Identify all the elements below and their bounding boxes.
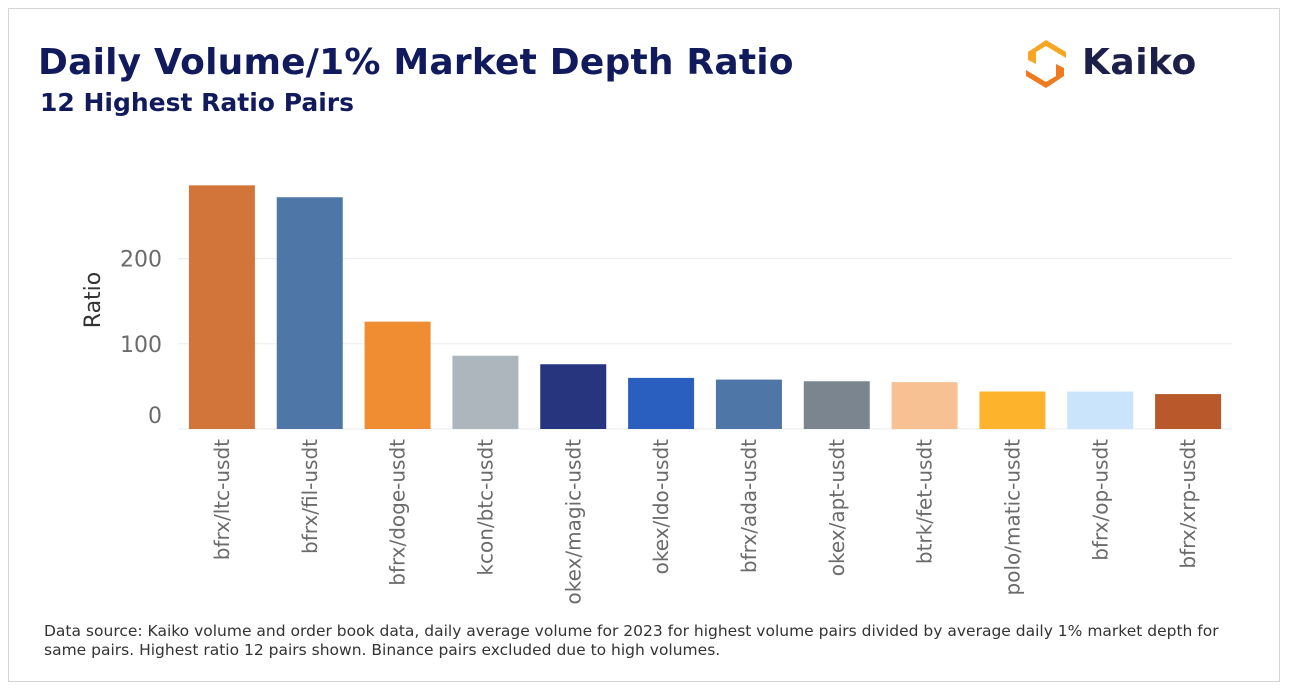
bar-bfrx-ltc-usdt — [188, 185, 255, 429]
bar-polo-matic-usdt — [979, 391, 1046, 429]
bar-okex-ldo-usdt — [628, 377, 695, 429]
data-source-note: Data source: Kaiko volume and order book… — [44, 622, 1219, 659]
x-tick-label: bfrx/ltc-usdt — [210, 439, 234, 560]
bar-bfrx-doge-usdt — [364, 321, 431, 429]
x-tick-label: bfrx/op-usdt — [1088, 439, 1112, 561]
chart-subtitle: 12 Highest Ratio Pairs — [40, 88, 354, 117]
x-tick-label: okex/ldo-usdt — [649, 439, 673, 575]
y-tick-label: 200 — [120, 248, 162, 273]
kaiko-hexagon-icon — [1026, 40, 1066, 88]
y-tick-label: 100 — [120, 333, 162, 358]
y-tick-label: 0 — [148, 404, 162, 429]
y-axis-label: Ratio — [81, 272, 106, 328]
kaiko-logo: Kaiko — [1016, 34, 1226, 94]
bar-btrk-fet-usdt — [891, 382, 958, 429]
x-tick-label: bfrx/fil-usdt — [298, 439, 322, 554]
x-tick-label: bfrx/xrp-usdt — [1176, 439, 1200, 569]
bar-kcon-btc-usdt — [452, 355, 519, 429]
x-tick-label: bfrx/doge-usdt — [386, 439, 410, 586]
x-tick-label: polo/matic-usdt — [1000, 439, 1024, 596]
x-tick-label: bfrx/ada-usdt — [737, 439, 761, 573]
x-tick-label: btrk/fet-usdt — [913, 439, 937, 564]
bar-okex-magic-usdt — [540, 364, 607, 429]
x-tick-label: kcon/btc-usdt — [473, 439, 497, 576]
chart-title: Daily Volume/1% Market Depth Ratio — [38, 42, 794, 83]
x-tick-label: okex/magic-usdt — [561, 439, 585, 605]
bar-bfrx-op-usdt — [1067, 391, 1134, 429]
bar-bfrx-ada-usdt — [715, 379, 782, 429]
x-tick-label: okex/apt-usdt — [825, 439, 849, 576]
bar-okex-apt-usdt — [803, 381, 870, 429]
bar-bfrx-xrp-usdt — [1155, 394, 1222, 429]
bar-bfrx-fil-usdt — [276, 197, 343, 429]
logo-text: Kaiko — [1082, 42, 1197, 83]
